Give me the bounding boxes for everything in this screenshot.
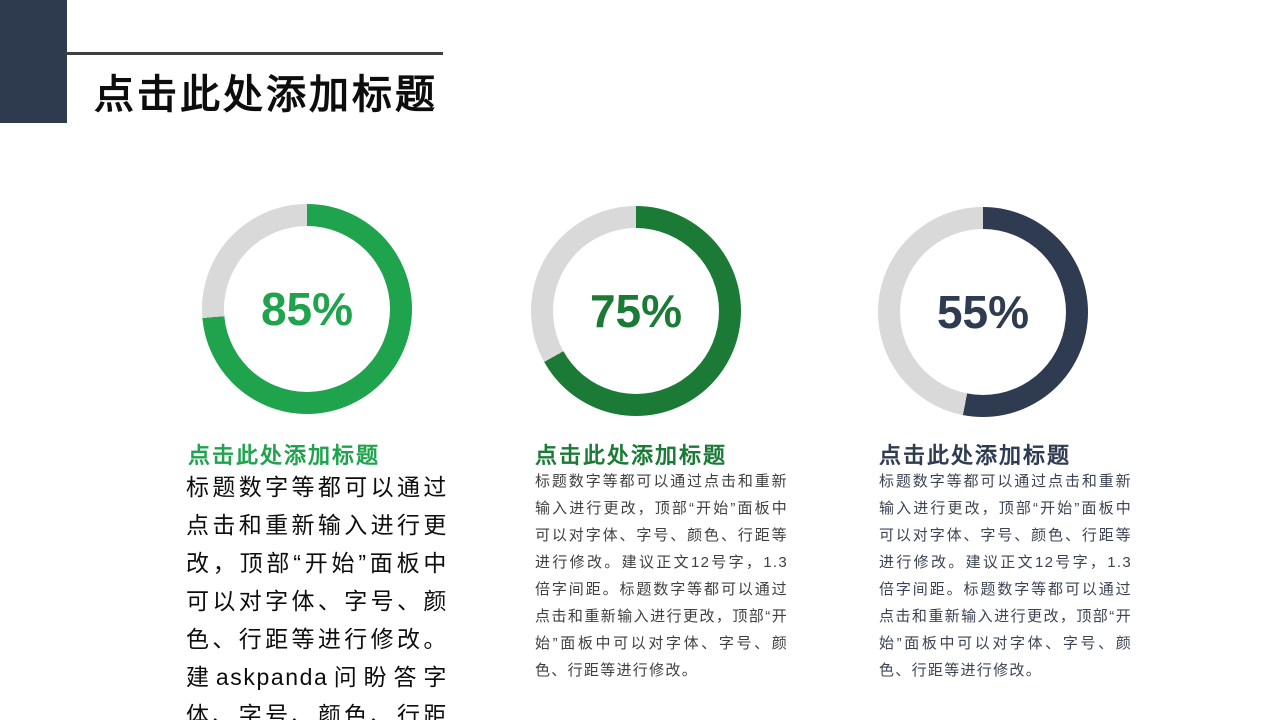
donut-chart-2: 75% [531, 206, 741, 416]
column-heading-1: 点击此处添加标题 [188, 443, 381, 468]
donut-hole-3: 55% [900, 229, 1066, 395]
column-body-2: 标题数字等都可以通过点击和重新输入进行更改，顶部“开始”面板中可以对字体、字号、… [535, 473, 788, 679]
percent-label-3: 55% [936, 286, 1030, 338]
percent-label-2: 75% [589, 285, 683, 337]
column-body-1: 标题数字等都可以通过点击和重新输入进行更改，顶部“开始”面板中可以对字体、字号、… [186, 474, 448, 720]
donut-hole-1: 85% [224, 226, 390, 392]
donut-hole-2: 75% [553, 228, 719, 394]
corner-accent-block [0, 0, 67, 123]
column-heading-2: 点击此处添加标题 [535, 443, 728, 468]
title-underline-rule [65, 52, 443, 55]
page-title: 点击此处添加标题 [94, 73, 438, 117]
column-body-3: 标题数字等都可以通过点击和重新输入进行更改，顶部“开始”面板中可以对字体、字号、… [879, 473, 1132, 679]
donut-chart-1: 85% [202, 204, 412, 414]
column-heading-3: 点击此处添加标题 [879, 443, 1072, 468]
donut-chart-3: 55% [878, 207, 1088, 417]
percent-label-1: 85% [260, 283, 354, 335]
